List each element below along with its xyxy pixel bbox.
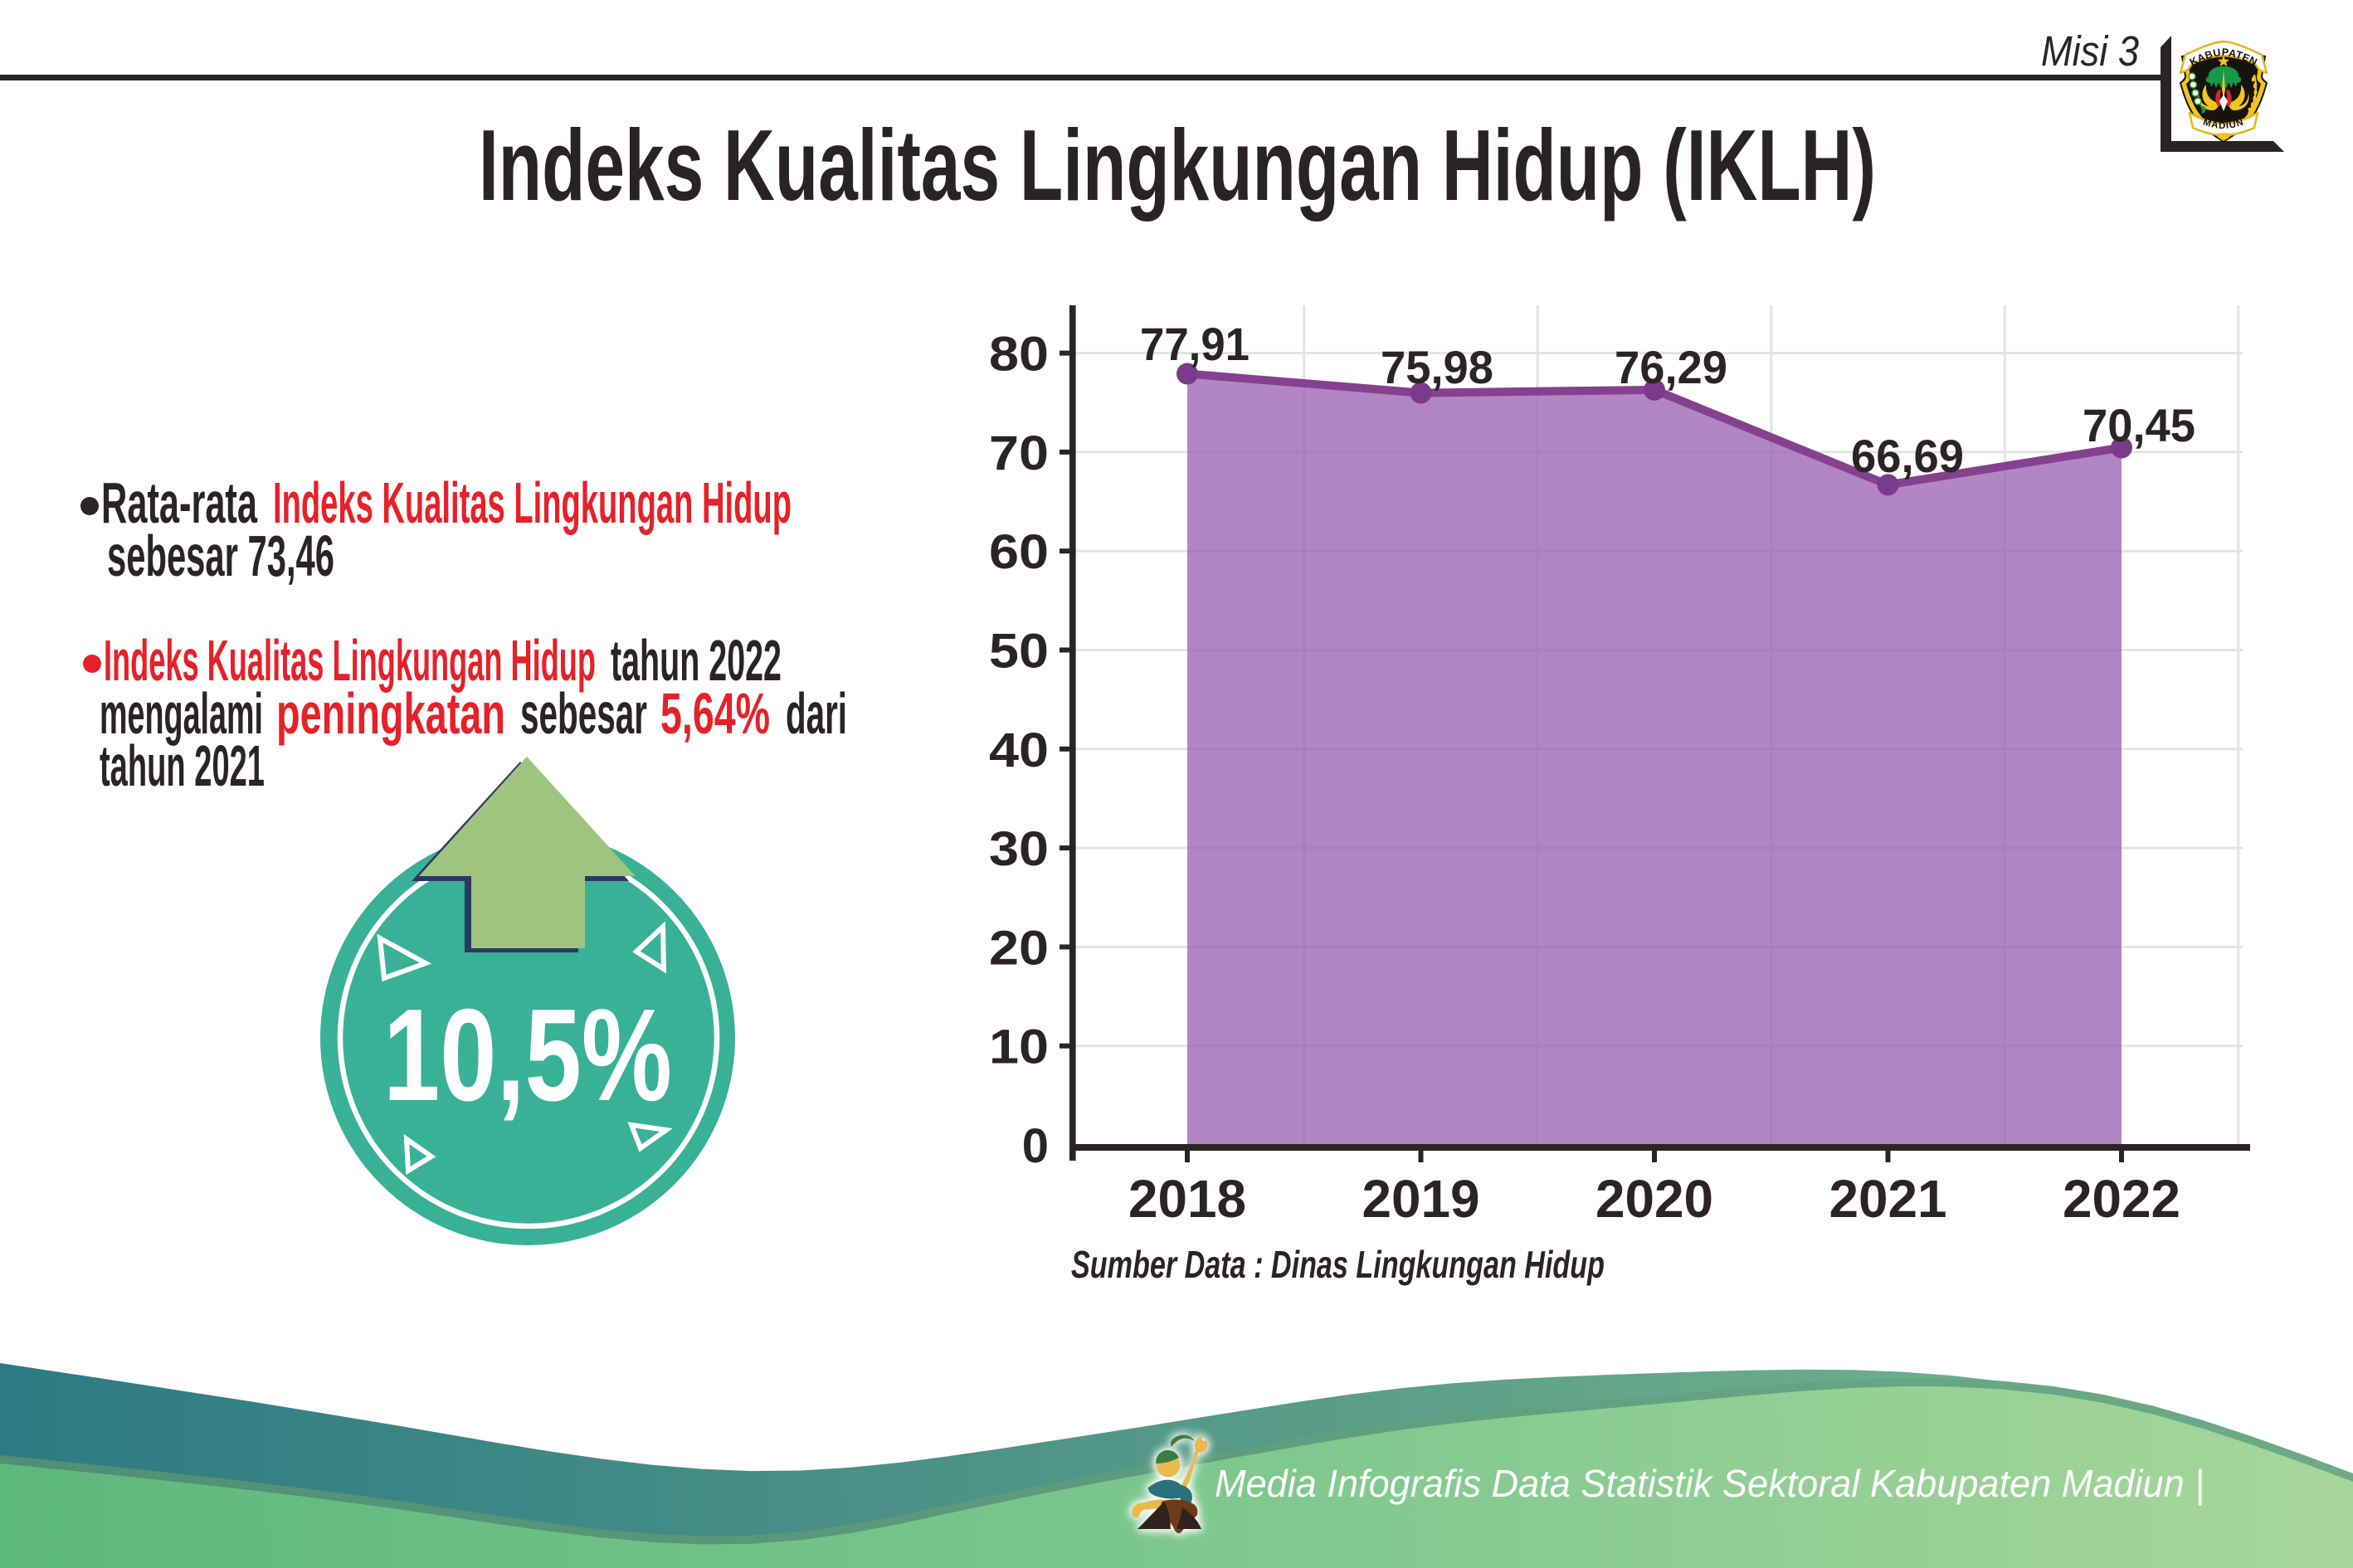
svg-text:Sumber Data : Dinas Lingkungan: Sumber Data : Dinas Lingkungan Hidup	[1071, 1243, 1605, 1286]
svg-text:2022: 2022	[2063, 1169, 2180, 1229]
svg-text:40: 40	[989, 723, 1049, 777]
svg-text:0: 0	[1022, 1119, 1049, 1173]
svg-text:Indeks Kualitas Lingkungan Hid: Indeks Kualitas Lingkungan Hidup	[104, 628, 596, 693]
svg-text:2020: 2020	[1595, 1169, 1713, 1229]
svg-text:5,64%: 5,64%	[660, 681, 770, 746]
svg-text:Indeks Kualitas Lingkungan Hid: Indeks Kualitas Lingkungan Hidup	[273, 470, 792, 535]
svg-text:2018: 2018	[1128, 1169, 1246, 1229]
svg-text:Indeks Kualitas Lingkungan Hid: Indeks Kualitas Lingkungan Hidup (IKLH)	[479, 109, 1876, 222]
svg-text:30: 30	[989, 822, 1049, 876]
svg-text:60: 60	[989, 525, 1049, 579]
svg-text:80: 80	[989, 328, 1049, 382]
svg-text:2019: 2019	[1362, 1169, 1480, 1229]
svg-text:dari: dari	[786, 681, 847, 746]
svg-text:66,69: 66,69	[1851, 430, 1964, 482]
svg-text:peningkatan: peningkatan	[276, 681, 505, 746]
svg-text:75,98: 75,98	[1381, 341, 1493, 393]
svg-text:10: 10	[989, 1020, 1049, 1074]
svg-text:sebesar: sebesar	[520, 681, 647, 746]
svg-text:10,5%: 10,5%	[383, 982, 672, 1128]
svg-text:Misi 3: Misi 3	[2041, 27, 2139, 75]
svg-text:Media Infografis Data Statisti: Media Infografis Data Statistik Sektoral…	[1215, 1462, 2204, 1505]
svg-text:MADIUN: MADIUN	[2202, 117, 2246, 131]
svg-text:77,91: 77,91	[1140, 318, 1250, 370]
svg-text:2021: 2021	[1829, 1169, 1947, 1229]
svg-text:70,45: 70,45	[2083, 399, 2195, 451]
svg-text:20: 20	[989, 921, 1049, 975]
svg-text:70: 70	[989, 426, 1049, 480]
svg-text:mengalami: mengalami	[100, 681, 263, 746]
svg-text:50: 50	[989, 625, 1049, 679]
svg-text:76,29: 76,29	[1615, 341, 1727, 393]
svg-text:Rata-rata: Rata-rata	[101, 470, 258, 535]
svg-text:tahun 2022: tahun 2022	[611, 628, 782, 693]
svg-text:sebesar 73,46: sebesar 73,46	[107, 523, 334, 588]
svg-text:tahun 2021: tahun 2021	[100, 733, 265, 798]
